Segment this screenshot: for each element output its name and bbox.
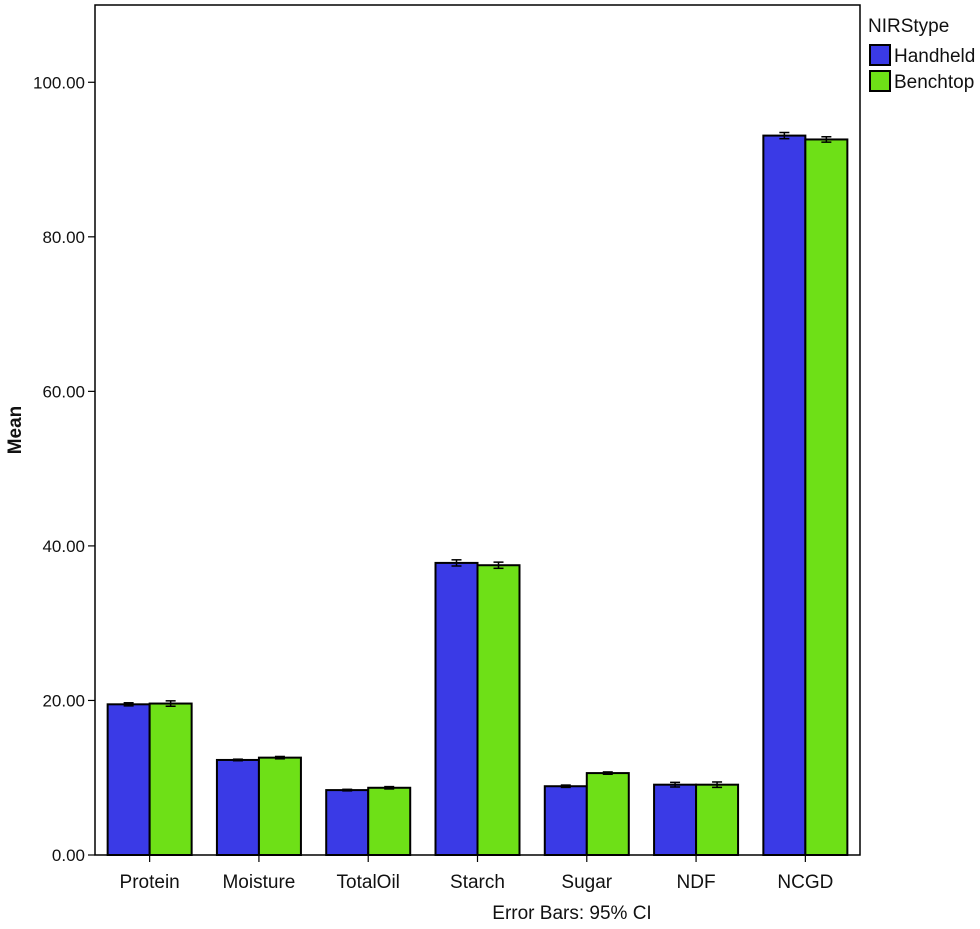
legend-label-handheld: Handheld [894,46,975,67]
bar-benchtop-ncgd [804,138,849,857]
error-bar [821,136,832,143]
x-tick-label: TotalOil [337,872,400,893]
legend: NIRStype Handheld Benchtop [868,16,975,93]
error-bar [712,781,723,789]
error-bars-footnote: Error Bars: 95% CI [492,903,651,924]
x-tick-label: Moisture [222,872,295,893]
error-bar [451,559,462,567]
error-bar [342,788,353,792]
y-axis-title: Mean [5,406,26,455]
y-tick-label: 20.00 [42,691,85,710]
bar-benchtop-protein [148,702,193,857]
error-bar [123,702,134,707]
error-bar [165,700,176,707]
error-bar [560,784,571,789]
y-axis: 0.00 20.00 40.00 60.00 80.00 100.00 [33,73,95,865]
bar-benchtop-moisture [257,756,302,856]
bar-benchtop-sugar [585,772,630,856]
bars-group [106,131,849,857]
bar-handheld-ndf [653,783,698,857]
bar-handheld-totaloil [325,789,370,856]
error-bar [670,781,681,788]
y-tick-label: 100.00 [33,73,85,92]
legend-swatch-benchtop [869,70,891,92]
bar-benchtop-starch [476,564,521,857]
error-bar [602,771,613,775]
x-tick-label: NDF [677,872,716,893]
bar-handheld-ncgd [762,134,807,857]
legend-title: NIRStype [868,16,949,37]
bar-benchtop-totaloil [367,786,412,856]
error-bar [274,755,285,760]
y-tick-label: 60.00 [42,382,85,401]
legend-swatch-handheld [869,44,891,66]
x-axis: Protein Moisture TotalOil Starch Sugar NDF NCG… [120,855,833,893]
x-tick-label: Protein [120,872,180,893]
x-tick-label: Starch [450,872,505,893]
x-tick-label: Sugar [561,872,612,893]
error-bar [493,561,504,570]
bar-handheld-moisture [215,758,260,856]
bar-handheld-protein [106,703,151,856]
y-tick-label: 80.00 [42,228,85,247]
legend-label-benchtop: Benchtop [894,72,974,93]
error-bar [232,758,243,762]
bar-benchtop-ndf [695,783,740,857]
x-tick-label: NCGD [777,872,833,893]
bar-handheld-sugar [543,785,588,857]
error-bar [384,785,395,790]
y-tick-label: 0.00 [52,846,85,865]
y-tick-label: 40.00 [42,537,85,556]
error-bar [779,131,790,140]
bar-handheld-starch [434,561,479,857]
